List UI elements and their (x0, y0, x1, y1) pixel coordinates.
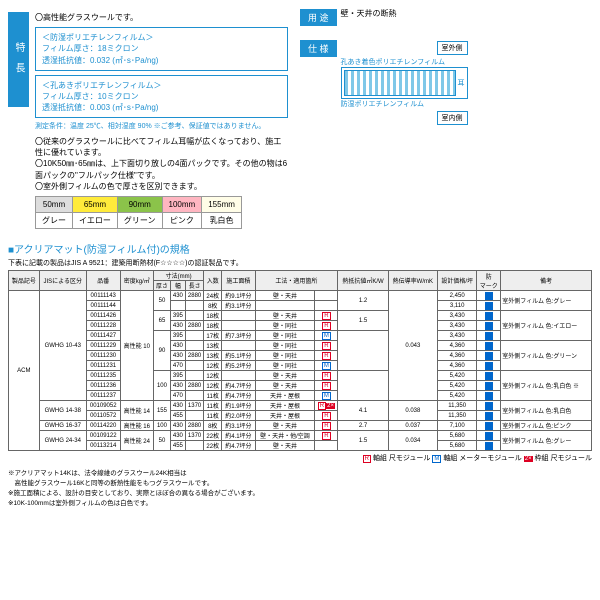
feat-line2: 従来のグラスウールに比べてフィルム耳幅が広くなっており、施工性に優れています。 (35, 136, 288, 158)
box2-b: 透湿抵抗値：0.003 (㎡･s･Pa/ng) (42, 102, 281, 113)
spec-note: 下表に記載の製品はJIS A 9521：建築用断熱材(F☆☆☆☆)の認証製品です… (8, 258, 592, 268)
film-box1: ＜防湿ポリエチレンフィルム＞ フィルム厚さ：18ミクロン 透湿抵抗値：0.032… (35, 27, 288, 71)
features-tag: 特 長 (8, 12, 29, 107)
box1-title: ＜防湿ポリエチレンフィルム＞ (42, 32, 281, 43)
diag-bottom-label: 防湿ポリエチレンフィルム (341, 99, 468, 109)
feat-line1: 高性能グラスウールです。 (35, 12, 288, 23)
film-box2: ＜孔あきポリエチレンフィルム＞ フィルム厚さ：10ミクロン 透湿抵抗値：0.00… (35, 75, 288, 119)
usage-tag: 用 途 (300, 9, 337, 26)
footnotes: ※アクリアマット14Kは、法令線維のグラスウール24K相当は 高性能グラスウール… (8, 467, 592, 507)
insulation-diagram: 耳 (341, 67, 468, 99)
inside-label: 室内側 (437, 111, 468, 125)
feat-line3: 10K50㎜･65㎜は、上下面切り放しの4面パックです。その他の物は6面パックの… (35, 158, 288, 180)
box1-a: フィルム厚さ：18ミクロン (42, 43, 281, 54)
feat-line4: 室外側フィルムの色で厚さを区別できます。 (35, 181, 288, 192)
spec-title: ■アクリアマット(防湿フィルム付)の規格 (8, 241, 592, 256)
spec-table: 製品記号 JISによる区分 品番 密度kg/㎥ 寸法(mm) 入数 施工面積 工… (8, 270, 592, 451)
outside-label: 室外側 (437, 41, 468, 55)
box2-title: ＜孔あきポリエチレンフィルム＞ (42, 80, 281, 91)
spec-tag: 仕 様 (300, 40, 337, 57)
module-legend: R 軸組 尺モジュール M 軸組 メーターモジュール 2× 枠組 尺モジュール (8, 453, 592, 463)
box2-a: フィルム厚さ：10ミクロン (42, 91, 281, 102)
usage-text: 壁・天井の断熱 (341, 9, 397, 18)
weather-note: 測定条件：温度 25℃、相対湿度 90% ※ご参考、保証値ではありません。 (35, 122, 288, 132)
color-table: 50mm65mm90mm100mm155mm グレーイエローグリーンピンク乳白色 (35, 196, 242, 229)
diag-top-label: 孔あき着色ポリエチレンフィルム (341, 57, 468, 67)
box1-b: 透湿抵抗値：0.032 (㎡･s･Pa/ng) (42, 55, 281, 66)
